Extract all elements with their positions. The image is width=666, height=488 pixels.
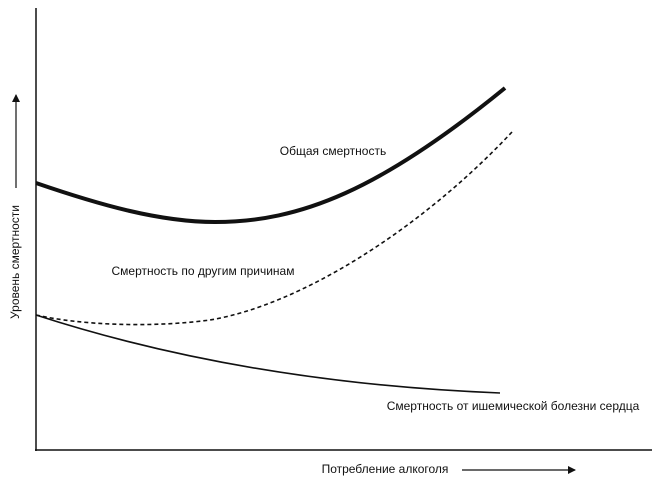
curve-label: Смертность от ишемической болезни сердца <box>387 399 640 413</box>
total-mortality-curve <box>35 86 507 225</box>
ihd-curve <box>35 314 501 394</box>
y-axis-label: Уровень смертности <box>8 205 22 319</box>
curve-label: Смертность по другим причинам <box>112 264 295 278</box>
curve-label: Общая смертность <box>280 144 386 158</box>
other-causes-curve <box>35 131 513 326</box>
x-axis-label: Потребление алкоголя <box>322 462 449 476</box>
